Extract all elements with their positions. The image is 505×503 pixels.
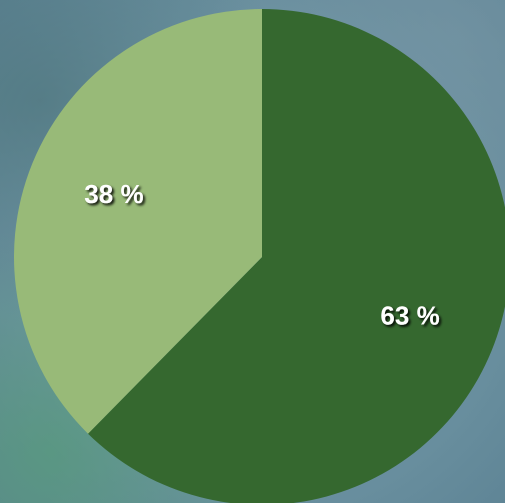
pie-slice-1 xyxy=(14,8,262,434)
pie-slice-0 xyxy=(88,9,505,503)
pie-slice-label-0: 63 % xyxy=(380,301,439,331)
pie-slices xyxy=(14,8,505,503)
pie-labels: 63 % 38 % xyxy=(84,179,439,330)
pie-slice-label-1: 38 % xyxy=(84,179,143,209)
